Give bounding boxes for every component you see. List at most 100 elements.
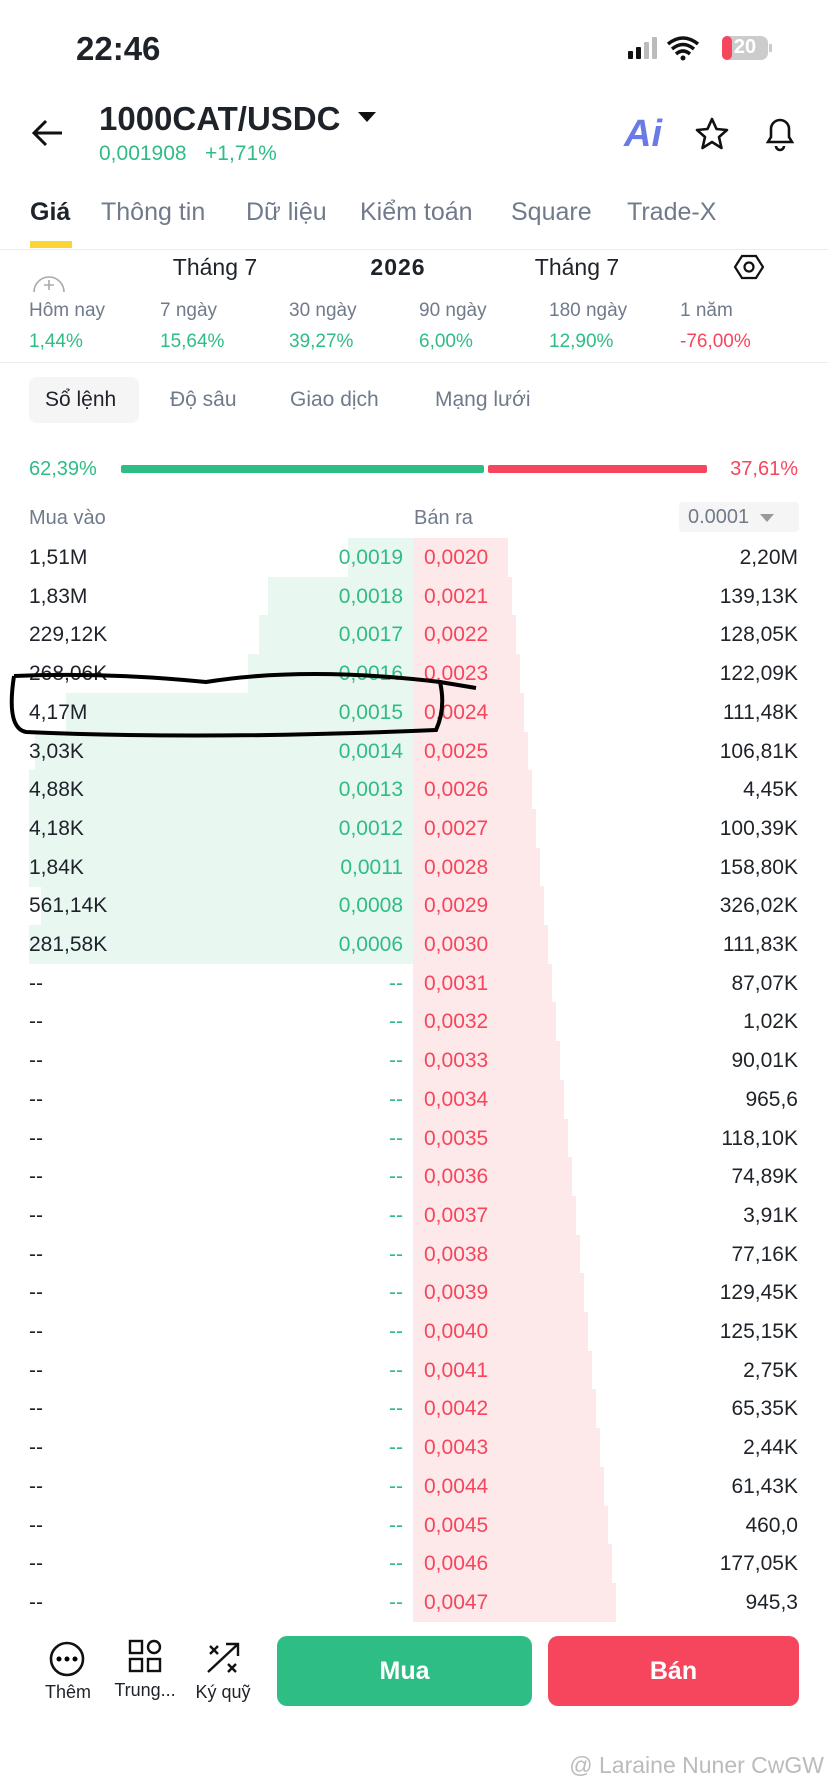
- bid-quantity: --: [29, 1436, 43, 1460]
- ask-price: 0,0023: [424, 662, 489, 686]
- bid-quantity: --: [29, 971, 43, 995]
- pair-dropdown[interactable]: [356, 110, 378, 124]
- ask-price: 0,0040: [424, 1320, 489, 1343]
- bid-quantity: 229,12K: [29, 623, 108, 647]
- ask-quantity: 122,09K: [719, 662, 798, 686]
- center-icon[interactable]: [127, 1638, 163, 1674]
- add-button[interactable]: [32, 270, 66, 292]
- ask-depth: [413, 615, 516, 655]
- bid-quantity: --: [29, 1513, 43, 1537]
- buy-button[interactable]: Mua: [277, 1636, 532, 1706]
- ask-price: 0,0037: [424, 1203, 489, 1227]
- ai-button[interactable]: Ai: [624, 113, 662, 155]
- divider: [0, 362, 828, 363]
- sell-ratio: 37,61%: [730, 458, 798, 480]
- ask-price: 0,0030: [424, 933, 489, 956]
- bid-quantity: --: [29, 1397, 43, 1421]
- ask-depth: [413, 808, 536, 849]
- ask-quantity: 1,02K: [743, 1010, 798, 1034]
- tab-underline: [30, 241, 72, 248]
- bid-price: 0,0018: [338, 584, 403, 608]
- ask-price: 0,0044: [424, 1474, 489, 1498]
- ask-price: 0,0026: [424, 778, 489, 802]
- ask-price: 0,0035: [424, 1126, 489, 1150]
- favorite-button[interactable]: [694, 116, 730, 152]
- ask-price: 0,0042: [424, 1397, 489, 1421]
- precision-select[interactable]: 0.0001: [679, 502, 799, 532]
- pair-name[interactable]: 1000CAT/USDC: [99, 100, 341, 137]
- more-label[interactable]: Thêm: [44, 1682, 91, 1702]
- bid-quantity: --: [29, 1281, 43, 1305]
- center-label[interactable]: Trung...: [114, 1680, 176, 1700]
- bid-price: 0,0006: [338, 933, 403, 956]
- bid-price: 0,0014: [338, 739, 403, 763]
- bid-quantity: 1,83M: [29, 584, 88, 608]
- bid-quantity: --: [29, 1358, 43, 1382]
- tab[interactable]: Giá: [30, 198, 71, 226]
- ask-depth: [413, 1544, 612, 1584]
- bid-quantity: --: [29, 1320, 43, 1343]
- subtab[interactable]: Sổ lệnh: [45, 388, 117, 411]
- ask-depth: [413, 1350, 592, 1390]
- ask-depth: [413, 1582, 616, 1623]
- bid-price: --: [389, 1397, 403, 1421]
- ask-depth: [413, 1195, 576, 1236]
- battery-level: 20: [733, 36, 757, 58]
- ask-depth: [413, 538, 508, 578]
- ask-depth: [413, 1041, 560, 1081]
- margin-icon[interactable]: [204, 1640, 242, 1676]
- period-label: 1 năm: [680, 300, 733, 321]
- alert-button[interactable]: [762, 114, 798, 152]
- ask-price: 0,0028: [424, 855, 489, 879]
- more-icon[interactable]: [48, 1640, 86, 1678]
- ask-quantity: 945,3: [745, 1590, 798, 1614]
- margin-label[interactable]: Ký quỹ: [195, 1682, 251, 1702]
- back-button[interactable]: [30, 118, 66, 148]
- period-value: 15,64%: [160, 331, 225, 352]
- bid-quantity: --: [29, 1087, 43, 1111]
- bid-price: --: [389, 1203, 403, 1227]
- ask-quantity: 65,35K: [731, 1397, 798, 1421]
- ask-price: 0,0034: [424, 1087, 489, 1111]
- ask-quantity: 2,44K: [743, 1436, 798, 1460]
- period-value: 1,44%: [29, 331, 83, 352]
- subtab[interactable]: Giao dịch: [290, 388, 379, 411]
- bid-depth: [35, 731, 413, 771]
- tab[interactable]: Thông tin: [101, 198, 206, 226]
- status-time: 22:46: [76, 30, 161, 67]
- ask-price: 0,0027: [424, 816, 489, 840]
- precision-caret: [760, 514, 775, 522]
- ask-quantity: 111,48K: [722, 700, 798, 724]
- bid-quantity: 281,58K: [29, 933, 108, 956]
- bid-price: --: [389, 1474, 403, 1498]
- ask-quantity: 128,05K: [719, 623, 798, 647]
- bid-price: --: [389, 1513, 403, 1537]
- tab[interactable]: Dữ liệu: [246, 198, 327, 226]
- subtab[interactable]: Độ sâu: [170, 388, 237, 411]
- bid-depth: [348, 538, 413, 578]
- ask-quantity: 100,39K: [719, 816, 798, 840]
- price-change: +1,71%: [205, 142, 277, 165]
- tab[interactable]: Kiểm toán: [360, 198, 473, 226]
- bid-depth: [29, 925, 413, 965]
- bid-quantity: 4,18K: [29, 816, 84, 840]
- buy-ratio: 62,39%: [29, 458, 97, 480]
- bid-quantity: 1,84K: [29, 855, 84, 879]
- ask-depth: [413, 1505, 608, 1545]
- bid-price: --: [389, 1010, 403, 1034]
- settings-button[interactable]: [734, 252, 764, 282]
- bid-quantity: 561,14K: [29, 894, 108, 918]
- hand-drawn-circle: [9, 672, 477, 738]
- ask-price: 0,0025: [424, 739, 489, 763]
- period-value: 12,90%: [549, 331, 614, 352]
- ask-depth: [413, 692, 524, 732]
- bid-price: 0,0015: [338, 700, 403, 724]
- tab[interactable]: Trade-X: [627, 198, 717, 226]
- ask-price: 0,0045: [424, 1513, 489, 1537]
- ask-price: 0,0047: [424, 1590, 489, 1614]
- ask-quantity: 326,02K: [719, 894, 798, 918]
- sell-button[interactable]: Bán: [548, 1636, 799, 1706]
- subtab[interactable]: Mạng lưới: [435, 388, 531, 411]
- bid-depth: [29, 770, 413, 810]
- tab[interactable]: Square: [511, 198, 592, 226]
